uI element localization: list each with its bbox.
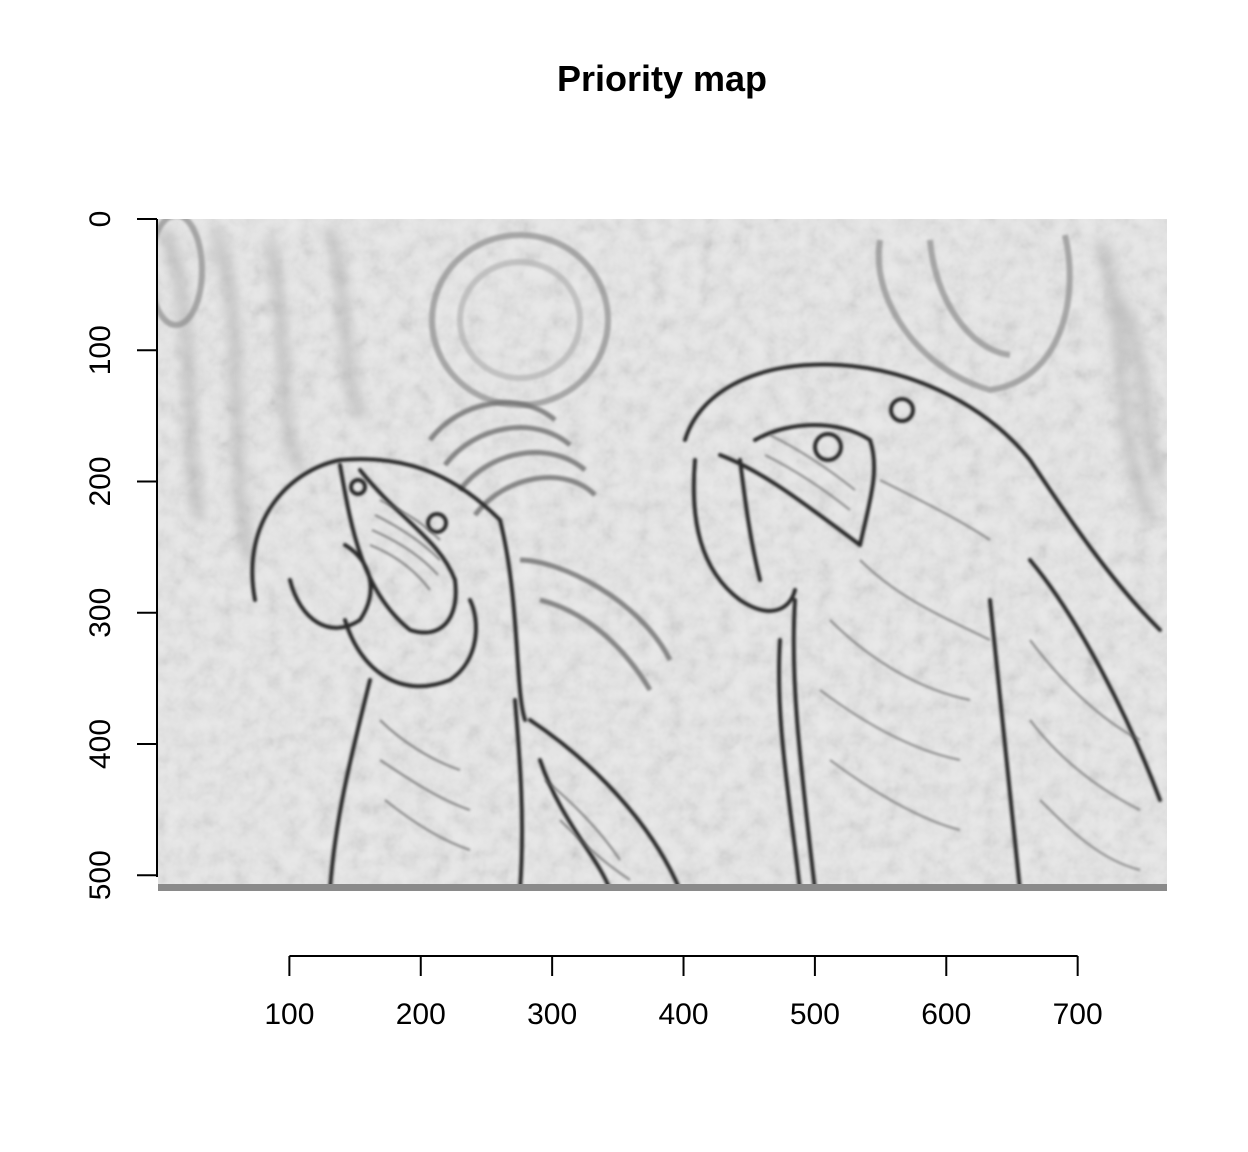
y-tick-label: 100 (84, 325, 117, 375)
chart-title: Priority map (556, 58, 768, 99)
background-shapes (160, 228, 1165, 562)
x-tick-label: 100 (264, 998, 314, 1031)
striped-object (428, 400, 673, 692)
right-parrot-edges (683, 362, 1162, 891)
x-tick-label: 600 (921, 998, 971, 1031)
left-parrot-edges (250, 457, 682, 891)
x-tick-label: 400 (658, 998, 708, 1031)
heatmap-texture (158, 219, 1167, 891)
y-axis: 0 100 200 300 400 500 (84, 211, 158, 900)
y-tick-label: 400 (84, 719, 117, 769)
left-parrot-texture (369, 499, 631, 881)
x-tick-label: 300 (527, 998, 577, 1031)
priority-heatmap-image (158, 219, 1167, 891)
right-parrot-texture (764, 434, 1141, 871)
x-tick-label: 200 (396, 998, 446, 1031)
y-tick-label: 500 (84, 850, 117, 900)
x-tick-label: 700 (1053, 998, 1103, 1031)
x-axis: 100 200 300 400 500 600 700 (264, 955, 1103, 1031)
heatmap-bottom-edge (158, 884, 1167, 891)
x-tick-label: 500 (790, 998, 840, 1031)
y-tick-label: 0 (84, 211, 117, 228)
y-tick-label: 200 (84, 456, 117, 506)
y-tick-label: 300 (84, 588, 117, 638)
